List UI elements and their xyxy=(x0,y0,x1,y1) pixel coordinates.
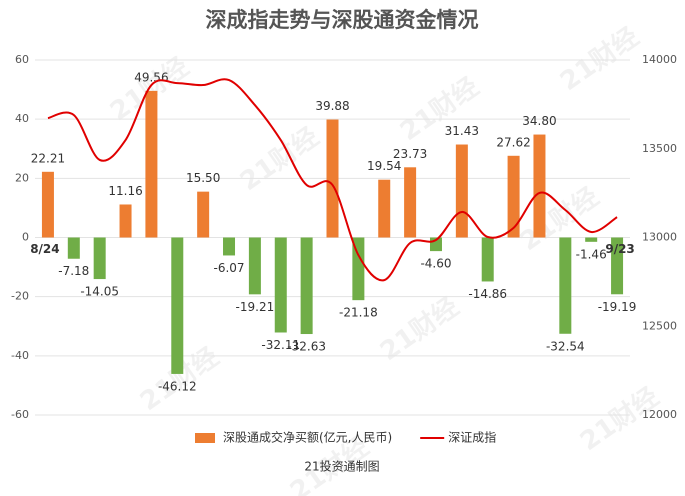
y2-tick-label: 14000 xyxy=(642,53,677,66)
data-label: 23.73 xyxy=(393,147,427,161)
line xyxy=(47,78,618,282)
bar xyxy=(274,237,287,333)
y-tick-label: 40 xyxy=(15,112,29,125)
y-tick-label: 0 xyxy=(22,231,29,244)
y2-tick-label: 12000 xyxy=(642,408,677,421)
bar xyxy=(404,167,417,238)
bar xyxy=(611,237,624,295)
data-label: 22.21 xyxy=(31,151,65,165)
data-label: -32.63 xyxy=(287,340,326,354)
bar xyxy=(481,237,494,282)
data-label: -32.54 xyxy=(546,339,585,353)
bar xyxy=(585,237,598,242)
data-label: -1.46 xyxy=(576,247,607,261)
bar xyxy=(559,237,572,334)
bar xyxy=(171,237,184,374)
data-label: 34.80 xyxy=(522,114,556,128)
data-label: -32.11 xyxy=(261,338,300,352)
y-tick-label: 60 xyxy=(15,53,29,66)
y2-tick-label: 13500 xyxy=(642,142,677,155)
data-label: 19.54 xyxy=(367,159,401,173)
watermark: 21财经 xyxy=(554,21,644,97)
legend-swatch xyxy=(195,433,215,443)
chart-title: 深成指走势与深股通资金情况 xyxy=(206,8,479,32)
data-label: -46.12 xyxy=(158,379,197,393)
footer: 21投资通制图 xyxy=(304,459,379,474)
data-label: 39.88 xyxy=(315,99,349,113)
bar xyxy=(300,237,313,335)
data-label: -4.60 xyxy=(420,257,451,271)
x-tick-label: 9/23 xyxy=(605,242,634,256)
data-label: -19.19 xyxy=(598,300,637,314)
bar xyxy=(145,90,158,238)
data-label: 11.16 xyxy=(108,184,142,198)
data-label: -6.07 xyxy=(213,261,244,275)
data-label: 31.43 xyxy=(445,124,479,138)
bar xyxy=(197,191,210,238)
y2-tick-label: 13000 xyxy=(642,231,677,244)
bar xyxy=(93,237,106,280)
bar xyxy=(326,119,339,238)
data-label: -19.21 xyxy=(236,300,275,314)
bar xyxy=(455,144,468,238)
bar xyxy=(248,237,261,295)
y-tick-label: -20 xyxy=(11,290,29,303)
bar xyxy=(223,237,236,256)
bar xyxy=(533,134,546,238)
legend-label: 深股通成交净买额(亿元,人民币) xyxy=(223,430,392,445)
bar xyxy=(67,237,80,259)
data-label: 49.56 xyxy=(134,70,168,84)
y-tick-label: -40 xyxy=(11,349,29,362)
bar xyxy=(352,237,365,301)
data-label: -14.86 xyxy=(468,287,507,301)
bar xyxy=(41,171,54,238)
data-label: 15.50 xyxy=(186,171,220,185)
data-label: -14.05 xyxy=(80,285,119,299)
bar xyxy=(119,204,132,238)
x-tick-label: 8/24 xyxy=(30,242,59,256)
data-label: -21.18 xyxy=(339,306,378,320)
y-tick-label: -60 xyxy=(11,408,29,421)
y2-tick-label: 12500 xyxy=(642,319,677,332)
bar xyxy=(378,179,391,238)
data-label: 27.62 xyxy=(496,135,530,149)
legend-label: 深证成指 xyxy=(448,430,496,445)
data-label: -7.18 xyxy=(58,264,89,278)
bar xyxy=(507,155,520,238)
y-tick-label: 20 xyxy=(15,171,29,184)
